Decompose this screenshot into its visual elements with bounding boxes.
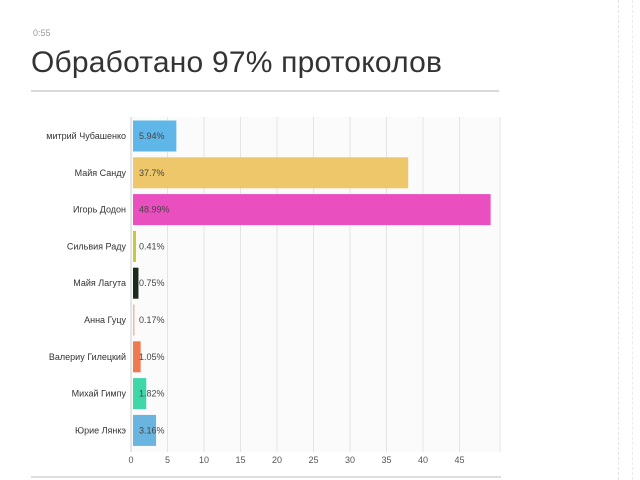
category-label: Валериу Гилецкий (49, 352, 126, 362)
bar (133, 230, 136, 262)
category-label: митрий Чубашенко (46, 131, 126, 141)
bar (133, 194, 491, 226)
category-label: Майя Санду (75, 168, 127, 178)
bar (133, 414, 157, 446)
category-label: Михай Гимпу (72, 389, 127, 399)
x-tick-label: 30 (345, 455, 355, 465)
bar (133, 120, 177, 152)
title-divider (31, 90, 499, 92)
x-tick-label: 35 (381, 455, 391, 465)
data-label: 5.94% (139, 131, 165, 141)
page-edge-line-outer (632, 0, 634, 480)
data-label: 3.16% (139, 425, 165, 435)
category-label: Майя Лагута (73, 278, 126, 288)
category-label: Юрие Лянкэ (75, 425, 126, 435)
bar (133, 304, 135, 336)
page-title: Обработано 97% протоколов (31, 46, 443, 79)
data-label: 1.05% (139, 352, 165, 362)
bar (133, 341, 141, 373)
bar (133, 157, 409, 189)
x-tick-label: 0 (128, 455, 133, 465)
x-tick-label: 15 (235, 455, 245, 465)
x-tick-label: 5 (165, 455, 170, 465)
data-label: 37.7% (139, 168, 165, 178)
category-label: Сильвия Раду (67, 241, 127, 251)
data-label: 1.82% (139, 389, 165, 399)
bar (133, 378, 147, 410)
x-tick-label: 40 (418, 455, 428, 465)
data-label: 0.75% (139, 278, 165, 288)
x-tick-label: 25 (308, 455, 318, 465)
data-label: 0.17% (139, 315, 165, 325)
x-tick-label: 20 (272, 455, 282, 465)
page-edge-line (618, 0, 620, 480)
x-tick-label: 10 (199, 455, 209, 465)
category-label: Игорь Додон (73, 205, 126, 215)
data-label: 48.99% (139, 205, 170, 215)
category-label: Анна Гуцу (84, 315, 126, 325)
bottom-divider (31, 476, 501, 478)
timestamp: 0:55 (33, 28, 51, 38)
x-tick-label: 45 (454, 455, 464, 465)
data-label: 0.41% (139, 241, 165, 251)
bar (133, 267, 139, 299)
